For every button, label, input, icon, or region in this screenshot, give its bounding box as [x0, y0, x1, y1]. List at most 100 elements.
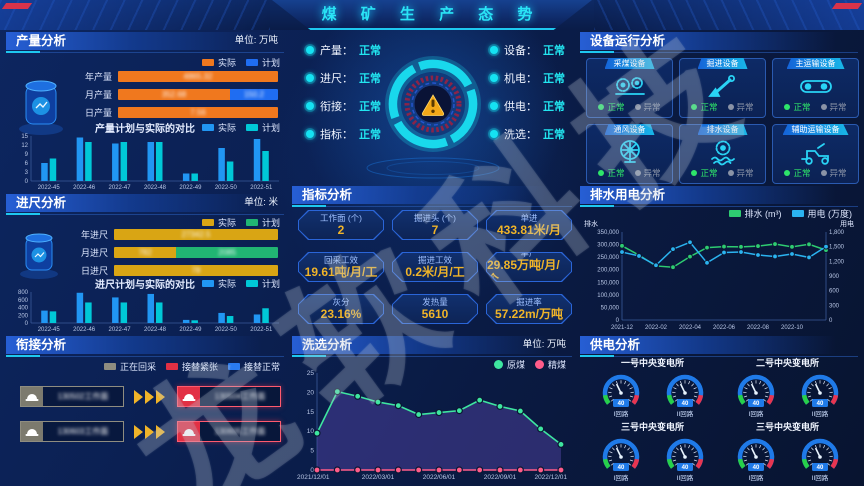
- transition-arrows-icon: [134, 389, 167, 404]
- indicator-label: 掘进头 (个): [413, 213, 457, 223]
- panel-drainage-header: 排水用电分析: [580, 186, 858, 207]
- equipment-card-title: 采煤设备: [604, 58, 655, 69]
- current-workface-label: 130502工作面: [43, 387, 123, 406]
- status-dot-icon: [490, 101, 498, 110]
- bar: [112, 143, 119, 181]
- legend-item[interactable]: 实际: [201, 56, 236, 69]
- bar-series: [49, 302, 269, 323]
- current-workface-label: 130603工作面: [43, 422, 123, 441]
- panel-indicators-header: 指标分析: [292, 186, 572, 207]
- legend-label: 计划: [261, 218, 280, 228]
- power-gauge: 40 I回路: [737, 374, 774, 417]
- data-point: [394, 401, 402, 410]
- current-workface-box[interactable]: 130603工作面: [20, 421, 124, 442]
- drainage-legend: 排水 (m³) 用电 (万度): [728, 207, 852, 220]
- kpi-bar-row: 日进尺 78: [66, 264, 278, 277]
- status-dot-icon: [634, 104, 641, 110]
- indicator-card: 发热量 5610: [392, 294, 478, 324]
- line-series: [313, 388, 565, 470]
- current-workface-box[interactable]: 130502工作面: [20, 386, 124, 407]
- legend-item[interactable]: 计划: [245, 277, 280, 290]
- legend-item[interactable]: 接替正常: [227, 360, 280, 373]
- status-abnormal: 异常: [727, 101, 754, 113]
- legend-item[interactable]: 用电 (万度): [791, 207, 852, 220]
- svg-text:3: 3: [25, 170, 29, 176]
- equipment-card[interactable]: 采煤设备 正常 异常: [586, 58, 673, 118]
- equipment-card[interactable]: 通风设备 正常 异常: [586, 124, 673, 184]
- status-label: 衔接：: [320, 100, 353, 113]
- power-gauge: 40 II回路: [801, 438, 838, 481]
- substation-title: 三号中央变电所: [620, 422, 684, 432]
- data-point: [738, 249, 744, 255]
- legend-swatch-icon: [245, 124, 258, 131]
- data-point: [354, 466, 362, 474]
- svg-text:2022-47: 2022-47: [109, 327, 132, 333]
- panel-supply-header: 供电分析: [580, 336, 858, 357]
- data-point: [619, 242, 625, 249]
- equipment-grid: 采煤设备 正常 异常 掘进设备 正常 异常 主运输设备 正常 异常通风设备 正常 异常 排水设备 正常异…: [586, 58, 859, 184]
- panel-equipment-title: 设备运行分析: [590, 34, 666, 48]
- legend-item[interactable]: 实际: [201, 277, 236, 290]
- data-point: [557, 440, 565, 448]
- bar: [156, 302, 163, 323]
- next-workface-box[interactable]: 130504工作面: [177, 386, 281, 407]
- data-point: [516, 466, 524, 474]
- miner-helmet-icon: [21, 422, 43, 441]
- bar: [226, 161, 234, 181]
- next-workface-box[interactable]: 130605工作面: [177, 421, 281, 442]
- indicator-value: 57.22m/万吨: [494, 307, 564, 321]
- svg-text:1,800: 1,800: [829, 230, 845, 236]
- equipment-card[interactable]: 排水设备 正常 异常: [679, 124, 766, 184]
- data-point: [772, 253, 778, 260]
- gauge-value: 40: [752, 465, 759, 471]
- legend-swatch-icon: [227, 363, 240, 370]
- data-point: [415, 410, 423, 419]
- axes: 0 3 6 9 12 15 2022-45 2022-46 2022-47 2022-48 2022…: [21, 134, 279, 191]
- equipment-card[interactable]: 掘进设备 正常 异常: [679, 58, 766, 118]
- legend-item[interactable]: 精煤: [534, 358, 566, 371]
- legend-item[interactable]: 计划: [245, 56, 280, 69]
- indicator-card: 掘进工效 0.2米/月/工: [392, 252, 478, 282]
- svg-text:800: 800: [18, 290, 29, 296]
- legend-label: 接替正常: [243, 362, 280, 372]
- legend-item[interactable]: 排水 (m³): [728, 207, 782, 220]
- status-label: 机电：: [504, 72, 537, 85]
- indicator-label: 掘进工效: [417, 255, 452, 265]
- legend-item[interactable]: 正在回采: [103, 360, 156, 373]
- svg-text:2022-46: 2022-46: [73, 327, 96, 333]
- legend-item[interactable]: 原煤: [493, 358, 525, 371]
- legend-item[interactable]: 计划: [245, 216, 280, 229]
- status-value: 正常: [543, 100, 565, 113]
- legend-item[interactable]: 实际: [201, 121, 236, 134]
- gauge-label: I回路: [613, 409, 628, 417]
- panel-equipment-header: 设备运行分析: [580, 32, 858, 53]
- bar: [218, 312, 225, 323]
- equipment-card[interactable]: 主运输设备 正常 异常: [772, 58, 859, 118]
- bar: [41, 163, 48, 181]
- panel-footage-header: 进尺分析 单位: 米: [6, 194, 284, 215]
- legend-item[interactable]: 实际: [201, 216, 236, 229]
- status-dot-icon: [598, 170, 605, 176]
- transition-arrows-icon: [134, 424, 167, 439]
- kpi-bar-segment: 2085: [176, 247, 278, 258]
- legend-item[interactable]: 接替紧张: [165, 360, 218, 373]
- status-abnormal: 异常: [820, 101, 847, 113]
- status-value: 正常: [359, 44, 381, 57]
- data-point: [670, 264, 676, 271]
- svg-text:200,000: 200,000: [597, 268, 619, 274]
- status-value: 正常: [543, 128, 565, 141]
- substation-group: 三号中央变电所 40 I回路 40 II回路: [586, 421, 719, 484]
- bar-series: [49, 142, 269, 181]
- svg-text:20: 20: [307, 389, 315, 396]
- data-point: [313, 429, 321, 437]
- data-point: [455, 407, 463, 415]
- svg-text:900: 900: [829, 274, 840, 280]
- header-left-red-accent: [1, 3, 33, 9]
- svg-text:2022-48: 2022-48: [144, 185, 167, 191]
- legend-item[interactable]: 计划: [245, 121, 280, 134]
- bar: [41, 310, 48, 323]
- drill-icon: [707, 75, 735, 97]
- panel-drainage-title: 排水用电分析: [590, 188, 666, 202]
- equipment-card[interactable]: 辅助运输设备 正常 异常: [772, 124, 859, 184]
- data-point: [537, 425, 545, 433]
